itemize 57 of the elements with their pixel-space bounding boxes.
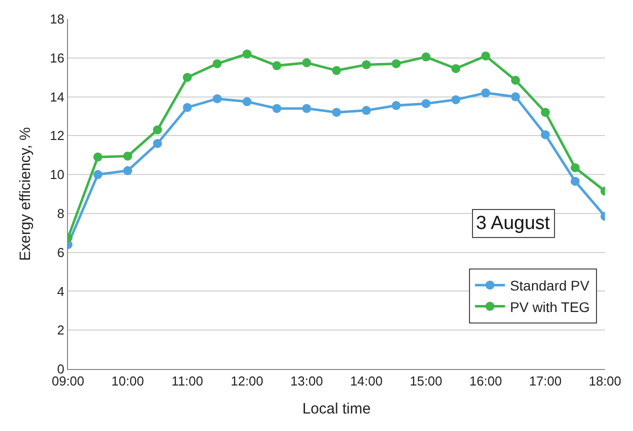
y-tick-label: 18 [50, 12, 64, 27]
point [540, 108, 550, 117]
y-axis-title: Exergy efficiency, % [17, 127, 34, 261]
annotation: 3 August [476, 213, 551, 234]
point [332, 108, 341, 117]
point [481, 88, 490, 98]
point [570, 163, 580, 172]
x-tick-label: 16:00 [469, 374, 502, 389]
point [332, 66, 341, 76]
point [392, 59, 401, 68]
point [511, 92, 520, 102]
x-tick-label: 15:00 [410, 374, 442, 389]
point [93, 170, 102, 180]
point [451, 64, 460, 74]
point [153, 125, 162, 134]
y-tick-label: 8 [57, 206, 64, 221]
point [451, 95, 460, 104]
y-tick-label: 4 [57, 284, 64, 299]
point [242, 97, 252, 106]
x-tick-label: 13:00 [290, 374, 323, 389]
point [302, 58, 312, 68]
point [182, 102, 192, 112]
x-tick-label: 17:00 [529, 374, 562, 389]
legend-label: PV with TEG [510, 298, 590, 315]
x-tick-label: 10:00 [111, 374, 144, 389]
point [272, 104, 282, 113]
point [362, 60, 371, 70]
point [570, 176, 580, 186]
point [422, 99, 430, 108]
point [242, 50, 252, 58]
point [422, 52, 430, 62]
point [481, 51, 490, 60]
y-tick-label: 14 [50, 89, 64, 104]
point [392, 101, 401, 110]
point [123, 166, 132, 176]
point [123, 152, 132, 161]
point [540, 130, 550, 140]
x-tick-label: 18:00 [588, 374, 622, 389]
y-tick-label: 10 [50, 167, 64, 182]
x-axis-title: Local time [302, 400, 371, 418]
point [212, 59, 222, 68]
point [153, 138, 162, 148]
legend-label: Standard PV [510, 278, 590, 294]
y-tick-label: 12 [50, 128, 64, 144]
y-tick-label: 6 [57, 244, 64, 260]
point [182, 72, 192, 82]
y-tick-label: 16 [50, 50, 64, 66]
x-tick-label: 14:00 [350, 374, 383, 389]
x-tick-label: 12:00 [230, 374, 264, 389]
point [272, 61, 282, 70]
point [212, 94, 222, 104]
point [511, 76, 520, 85]
x-tick-label: 11:00 [172, 374, 204, 389]
y-tick-label: 2 [57, 322, 64, 338]
point [93, 152, 102, 162]
point [362, 106, 371, 115]
point [302, 104, 312, 113]
